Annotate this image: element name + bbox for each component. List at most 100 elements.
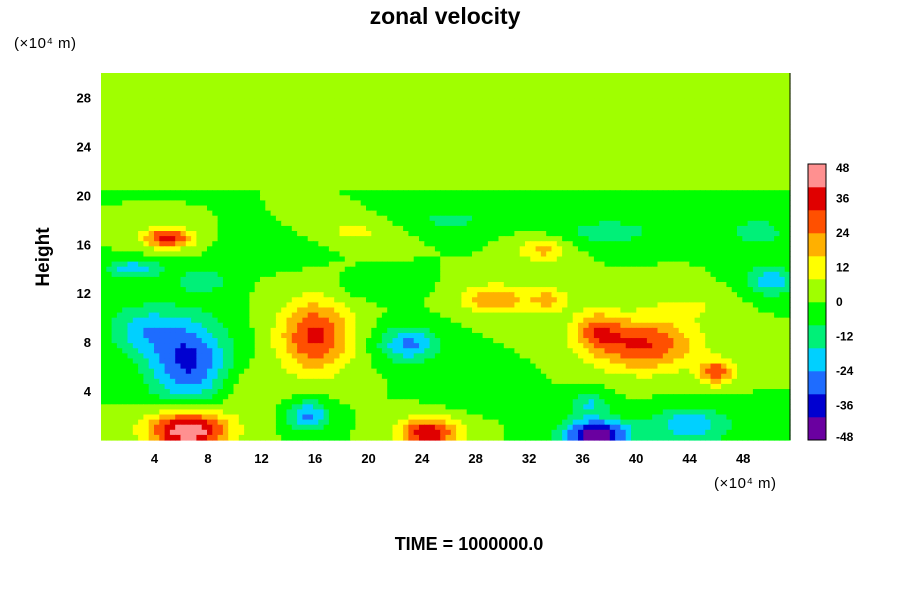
field-cell (323, 144, 330, 151)
field-cell (275, 220, 282, 227)
field-cell (742, 195, 749, 202)
field-cell (578, 190, 584, 196)
field-cell (212, 154, 219, 161)
field-cell (493, 241, 500, 247)
field-cell (726, 231, 733, 237)
field-cell (699, 180, 706, 186)
field-cell (662, 200, 669, 207)
field-cell (355, 78, 362, 84)
field-cell (546, 103, 553, 110)
field-cell (535, 205, 542, 212)
field-cell (286, 159, 293, 166)
field-cell (122, 123, 129, 130)
field-cell (737, 98, 743, 105)
field-cell (127, 180, 134, 186)
field-cell (297, 88, 303, 94)
field-cell (593, 144, 600, 151)
field-cell (487, 103, 494, 110)
field-cell (615, 113, 621, 120)
field-cell (631, 205, 637, 212)
field-cell (477, 190, 484, 196)
field-cell (196, 215, 203, 222)
field-cell (169, 73, 176, 79)
field-cell (620, 200, 627, 207)
field-cell (291, 174, 298, 181)
field-cell (233, 261, 240, 268)
field-cell (281, 190, 288, 196)
field-cell (699, 195, 706, 202)
field-cell (318, 103, 325, 110)
field-cell (774, 225, 780, 232)
field-cell (270, 246, 277, 253)
field-cell (175, 78, 182, 84)
field-cell (159, 195, 166, 202)
field-cell (604, 220, 611, 227)
field-cell (657, 185, 664, 191)
field-cell (758, 73, 765, 79)
field-cell (763, 185, 770, 191)
field-cell (366, 215, 372, 222)
field-cell (487, 93, 494, 100)
field-cell (583, 169, 590, 176)
field-cell (668, 241, 674, 247)
field-cell (546, 123, 553, 130)
field-cell (694, 185, 701, 191)
field-cell (376, 88, 383, 94)
field-cell (673, 154, 680, 161)
field-cell (138, 73, 144, 79)
field-cell (593, 185, 600, 191)
field-cell (731, 98, 738, 105)
field-cell (196, 93, 203, 100)
field-cell (180, 195, 187, 202)
field-cell (154, 200, 160, 207)
field-cell (477, 251, 484, 258)
field-cell (122, 134, 129, 140)
field-cell (387, 169, 394, 176)
field-cell (466, 134, 473, 140)
field-cell (779, 108, 786, 115)
field-cell (366, 261, 372, 268)
field-cell (572, 246, 579, 253)
field-cell (604, 180, 611, 186)
field-cell (254, 83, 261, 89)
field-cell (154, 134, 160, 140)
field-cell (456, 123, 462, 130)
field-cell (503, 215, 510, 222)
field-cell (578, 180, 584, 186)
field-cell (668, 144, 674, 151)
field-cell (132, 266, 139, 273)
field-cell (588, 174, 595, 181)
field-cell (196, 78, 203, 84)
field-cell (111, 185, 118, 191)
field-cell (514, 164, 521, 171)
field-cell (615, 241, 621, 247)
field-cell (180, 134, 187, 140)
field-cell (450, 159, 457, 166)
field-cell (286, 98, 293, 105)
field-cell (328, 149, 335, 156)
field-cell (233, 118, 240, 125)
field-cell (302, 246, 309, 253)
field-cell (297, 108, 303, 115)
field-cell (249, 78, 256, 84)
field-cell (403, 113, 409, 120)
field-cell (270, 185, 277, 191)
field-cell (244, 134, 250, 140)
field-cell (148, 266, 155, 273)
field-cell (344, 200, 351, 207)
field-cell (334, 200, 341, 207)
field-cell (328, 134, 335, 140)
field-cell (286, 169, 293, 176)
field-cell (366, 159, 372, 166)
field-cell (556, 169, 563, 176)
field-cell (397, 113, 404, 120)
field-cell (307, 256, 314, 263)
field-cell (222, 266, 229, 273)
field-cell (302, 261, 309, 268)
field-cell (487, 246, 494, 253)
field-cell (752, 180, 759, 186)
field-cell (355, 251, 362, 258)
field-cell (169, 88, 176, 94)
field-cell (737, 103, 743, 110)
field-cell (138, 205, 144, 212)
